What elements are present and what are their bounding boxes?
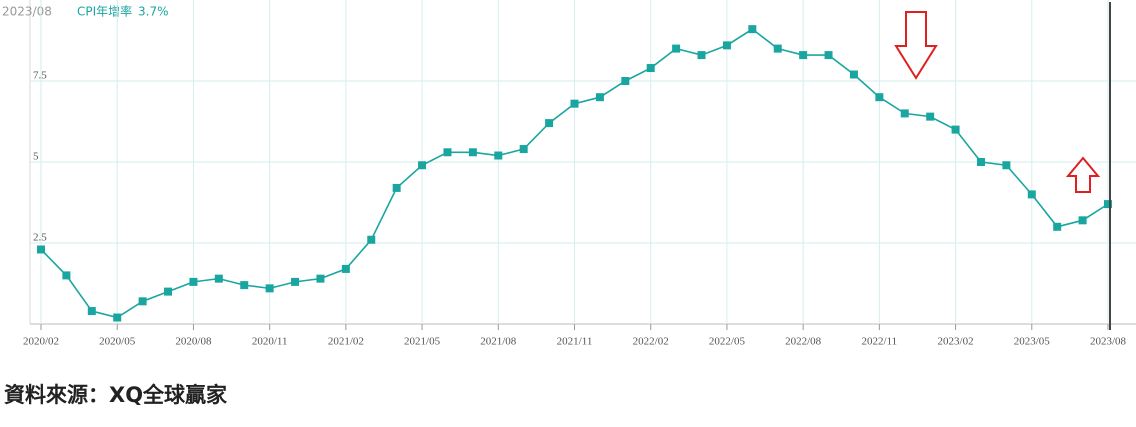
x-tick-label: 2020/08 [175, 336, 212, 348]
point [214, 274, 223, 283]
source-note: 資料來源：XQ全球贏家 [4, 383, 228, 407]
point [62, 271, 71, 280]
point [1002, 161, 1011, 170]
point [443, 148, 452, 157]
point [494, 151, 503, 160]
point [265, 284, 274, 293]
point [646, 64, 655, 73]
series-name: CPI年增率 [77, 4, 132, 19]
point [316, 274, 325, 283]
x-tick-label: 2021/11 [557, 336, 593, 348]
y-tick-label: 5 [33, 151, 39, 163]
x-tick-label: 2022/05 [709, 336, 746, 348]
point [697, 51, 706, 60]
point [926, 112, 935, 121]
point [240, 281, 249, 290]
point [900, 109, 909, 118]
point [595, 93, 604, 102]
point [824, 51, 833, 60]
x-tick-label: 2020/11 [252, 336, 288, 348]
point [976, 158, 985, 166]
point [799, 51, 808, 60]
x-tick-label: 2020/05 [99, 336, 136, 348]
point [773, 44, 782, 53]
point [367, 235, 376, 244]
point [875, 93, 884, 102]
y-tick-label: 2.5 [33, 232, 47, 244]
point [722, 41, 731, 50]
point [113, 313, 122, 322]
x-tick-label: 2021/02 [328, 336, 364, 348]
y-tick-label: 7.5 [33, 70, 47, 82]
point [468, 148, 477, 157]
point [164, 287, 173, 296]
x-tick-label: 2020/02 [23, 336, 59, 348]
point [570, 99, 579, 108]
up-arrow [1065, 156, 1101, 193]
x-tick-label: 2022/11 [862, 336, 898, 348]
point [545, 119, 554, 128]
x-tick-label: 2023/05 [1014, 336, 1051, 348]
plot: 2.5 5 7.5 2020/02 2020/05 2020/08 2020/11 2021/… [23, 0, 1136, 348]
point [291, 277, 300, 286]
point [951, 125, 960, 134]
point [138, 297, 147, 306]
point [189, 277, 198, 286]
x-tick-label: 2021/05 [404, 336, 441, 348]
point [87, 307, 96, 316]
x-tick-label: 2021/08 [480, 336, 517, 348]
readout-date: 2023/08 [2, 5, 52, 19]
x-tick-label: 2022/02 [633, 336, 669, 348]
point [1027, 190, 1036, 199]
readout-value: 3.7% [138, 5, 169, 19]
point [748, 25, 757, 34]
point [37, 245, 45, 254]
point [341, 264, 350, 273]
point [418, 161, 427, 170]
point [1053, 222, 1062, 231]
point [621, 77, 630, 85]
point [672, 44, 681, 53]
point [519, 145, 528, 154]
point [1078, 216, 1087, 225]
x-tick-label: 2022/08 [785, 336, 822, 348]
x-tick-label: 2023/02 [938, 336, 974, 348]
point [849, 70, 858, 79]
down-arrow [894, 11, 938, 80]
point [392, 183, 401, 192]
point [1104, 200, 1112, 209]
x-tick-label: 2023/08 [1090, 336, 1127, 348]
